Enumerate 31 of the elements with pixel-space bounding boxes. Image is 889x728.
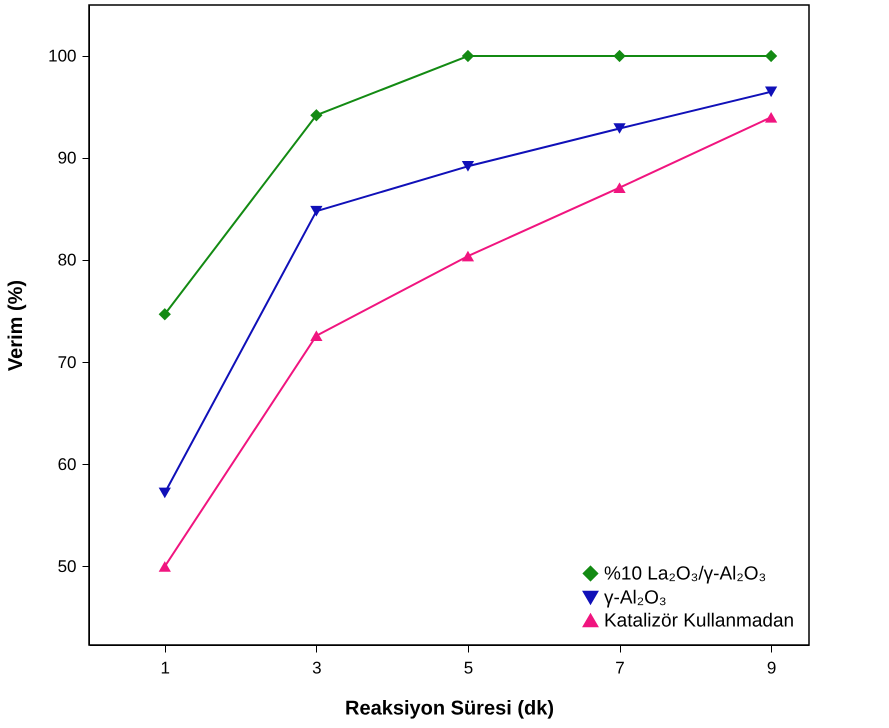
point (310, 206, 322, 216)
y-tick-label: 50 (58, 556, 76, 576)
y-tick-label: 80 (58, 250, 76, 270)
point (158, 488, 171, 498)
y-axis-title: Verim (%) (5, 280, 28, 372)
y-tick-label: 60 (58, 454, 76, 474)
x-tick-label: 7 (615, 658, 625, 678)
y-tick-label: 70 (58, 352, 76, 372)
point (613, 50, 626, 62)
point (613, 123, 626, 134)
y-tick-label: 90 (58, 148, 76, 168)
point (310, 330, 322, 342)
y-tick-label: 100 (48, 46, 76, 66)
x-tick-label: 5 (464, 658, 474, 678)
legend-label: Katalizör Kullanmadan (604, 610, 794, 632)
point (764, 86, 778, 98)
point (158, 561, 171, 572)
point (764, 50, 778, 62)
point (613, 182, 626, 194)
x-tick-label: 1 (160, 658, 170, 678)
point (764, 112, 778, 123)
point (462, 250, 474, 262)
point (310, 109, 322, 122)
x-axis-title: Reaksiyon Süresi (dk) (345, 698, 554, 720)
x-tick-label: 9 (766, 658, 776, 678)
point (462, 50, 474, 62)
x-tick-label: 3 (312, 658, 322, 678)
legend-label: %10 La₂O₃/γ-Al₂O₃ (604, 564, 766, 584)
point (462, 160, 474, 172)
legend-label: γ-Al₂O₃ (604, 588, 667, 608)
point (158, 308, 171, 320)
